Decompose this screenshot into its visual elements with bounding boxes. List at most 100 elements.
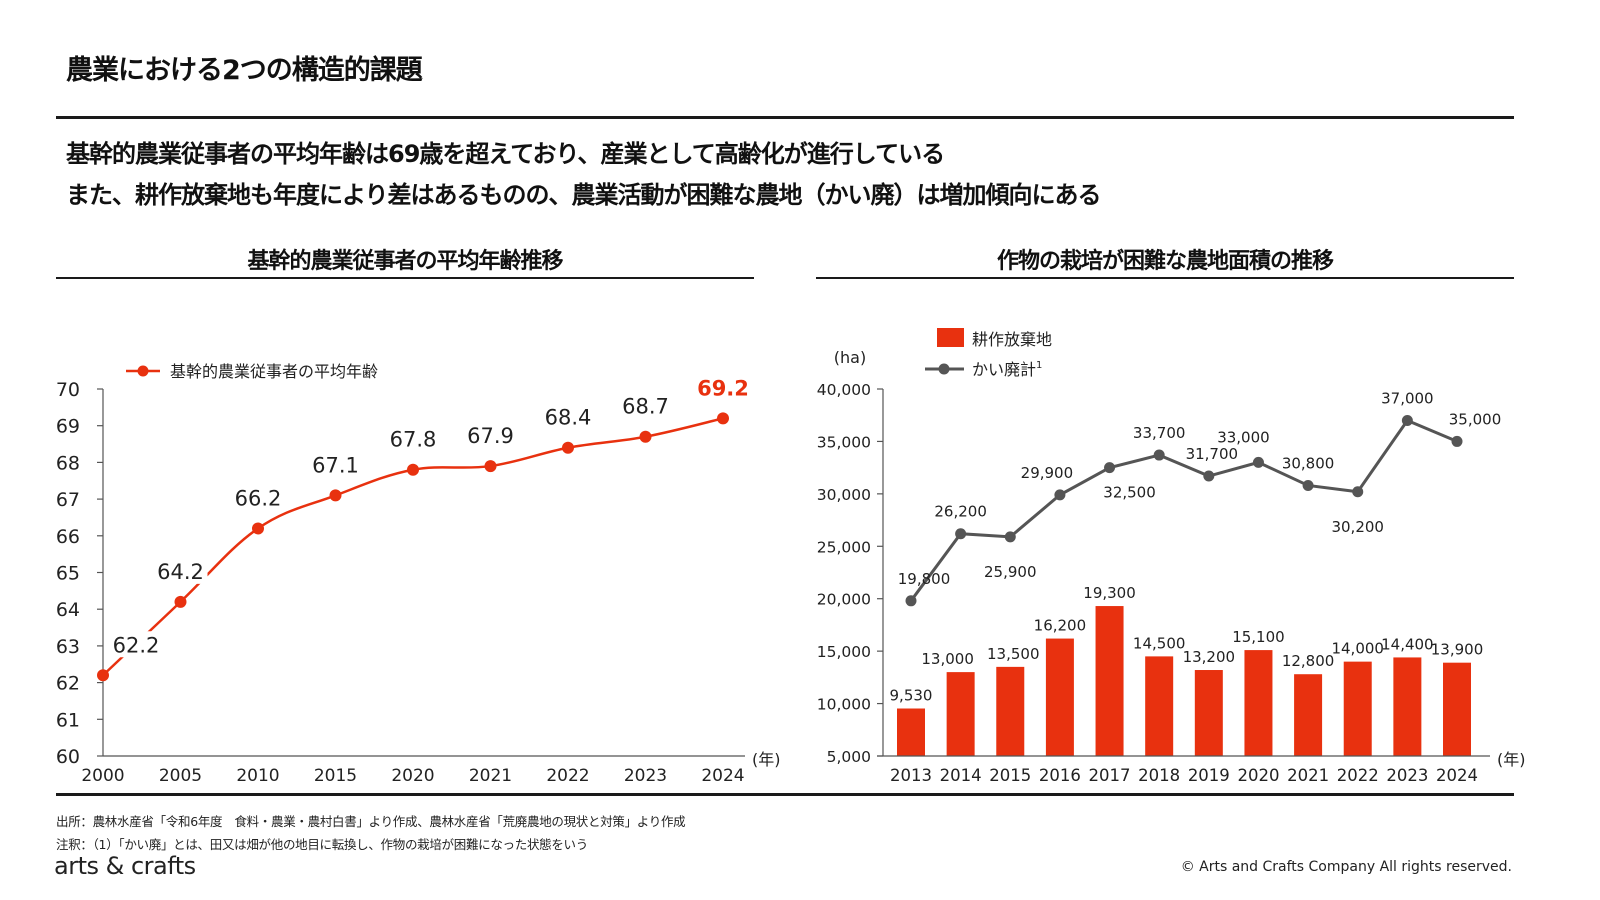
bar [1244, 650, 1273, 756]
line-label: 32,500 [1103, 484, 1156, 502]
x-tick-label: 2024 [1436, 766, 1478, 785]
page-title: 農業における2つの構造的課題 [66, 55, 423, 86]
legend-marker [137, 365, 149, 377]
bar-label: 14,500 [1133, 634, 1186, 652]
line-label: 37,000 [1381, 389, 1434, 407]
x-tick-label: 2022 [1337, 766, 1379, 785]
bar [1095, 606, 1124, 756]
data-point [562, 441, 574, 454]
x-axis-unit: (年) [752, 750, 781, 769]
copyright: © Arts and Crafts Company All rights res… [1180, 859, 1512, 875]
bar-label: 15,100 [1232, 628, 1285, 646]
data-point [1004, 531, 1016, 543]
bar [1294, 674, 1323, 756]
farmland-chart-title: 作物の栽培が困難な農地面積の推移 [996, 249, 1334, 274]
y-tick-label: 63 [56, 636, 80, 658]
data-label: 62.2 [113, 633, 160, 657]
x-axis-unit: (年) [1497, 750, 1526, 769]
x-tick-label: 2023 [624, 766, 667, 786]
line-label: 25,900 [984, 563, 1037, 581]
legend-line-label: かい廃計1 [972, 360, 1042, 379]
bar-label: 13,900 [1431, 641, 1484, 659]
data-point [1302, 479, 1314, 491]
line-label: 30,200 [1331, 518, 1384, 536]
legend-bar-swatch [937, 328, 964, 347]
data-point [174, 595, 187, 608]
data-point [955, 528, 967, 540]
data-point [1352, 486, 1364, 498]
y-tick-label: 10,000 [817, 696, 871, 714]
data-point [1401, 414, 1413, 426]
y-tick-label: 30,000 [817, 486, 871, 504]
x-tick-label: 2019 [1188, 766, 1230, 785]
y-tick-label: 64 [56, 599, 80, 621]
line-label: 26,200 [934, 503, 987, 521]
data-label-bg [153, 557, 208, 584]
legend-marker [938, 363, 950, 375]
legend-bar-label: 耕作放棄地 [972, 330, 1052, 349]
data-label-bg [618, 392, 673, 419]
data-label: 64.2 [157, 560, 204, 584]
data-label-bg [386, 425, 440, 452]
y-tick-label: 65 [56, 563, 80, 585]
data-point [905, 595, 917, 607]
data-point [1153, 449, 1165, 461]
data-label-bg [231, 484, 285, 511]
y-tick-label: 35,000 [817, 433, 871, 451]
bar-label: 9,530 [890, 686, 933, 704]
data-point [1451, 435, 1463, 447]
title-divider [56, 116, 1514, 119]
y-tick-label: 40,000 [817, 381, 871, 399]
footnote-marker: 1 [1036, 360, 1042, 371]
x-tick-label: 2020 [1237, 766, 1279, 785]
series-line [909, 418, 1458, 602]
data-point [407, 463, 419, 476]
age-chart: 60 61 62 63 64 65 66 67 68 69 70 2000 2005 2010 2015 20… [56, 362, 781, 786]
bar-label: 13,500 [987, 645, 1040, 663]
x-tick-label: 2021 [1287, 766, 1329, 785]
bar-label: 16,200 [1034, 617, 1087, 635]
x-tick-label: 2010 [236, 766, 279, 786]
data-label: 67.8 [390, 428, 437, 452]
y-tick-label: 15,000 [817, 643, 871, 661]
bar-label: 13,000 [921, 650, 974, 668]
x-tick-label: 2022 [546, 766, 589, 786]
y-tick-label: 70 [56, 379, 80, 401]
farmland-chart-title-rule [816, 277, 1514, 279]
data-point [97, 669, 109, 682]
bar [1393, 657, 1422, 756]
data-point [1104, 462, 1116, 474]
data-label-bg [696, 374, 750, 401]
data-point [1252, 456, 1264, 468]
data-label: 69.2 [697, 376, 749, 400]
bar [1045, 638, 1074, 756]
data-label-bg [541, 403, 595, 430]
bar [897, 708, 925, 756]
line-label: 30,800 [1282, 454, 1335, 472]
x-tick-label: 2024 [701, 766, 744, 786]
data-label-bg [308, 451, 363, 478]
x-tick-label: 2023 [1386, 766, 1428, 785]
line-label: 29,900 [1021, 464, 1074, 482]
x-tick-label: 2021 [469, 766, 512, 786]
data-point [1054, 489, 1066, 501]
line-label: 31,700 [1186, 445, 1239, 463]
x-tick-label: 2018 [1138, 766, 1180, 785]
y-tick-label: 61 [56, 709, 80, 731]
bar [1194, 670, 1223, 756]
data-point [252, 522, 264, 535]
bar [946, 672, 975, 756]
bar-label: 13,200 [1183, 648, 1236, 666]
y-tick-label: 66 [56, 526, 80, 548]
y-tick-label: 25,000 [817, 538, 871, 556]
x-tick-label: 2020 [391, 766, 434, 786]
data-label: 68.4 [545, 406, 592, 430]
x-tick-label: 2017 [1089, 766, 1131, 785]
bar [996, 666, 1025, 756]
data-label-bg [463, 422, 518, 449]
bar-label: 14,000 [1331, 640, 1384, 658]
age-chart-title-rule [56, 277, 754, 279]
data-label: 67.9 [467, 424, 514, 448]
lead-message-1: 基幹的農業従事者の平均年齢は69歳を超えており、産業として高齢化が進行している [66, 140, 945, 168]
